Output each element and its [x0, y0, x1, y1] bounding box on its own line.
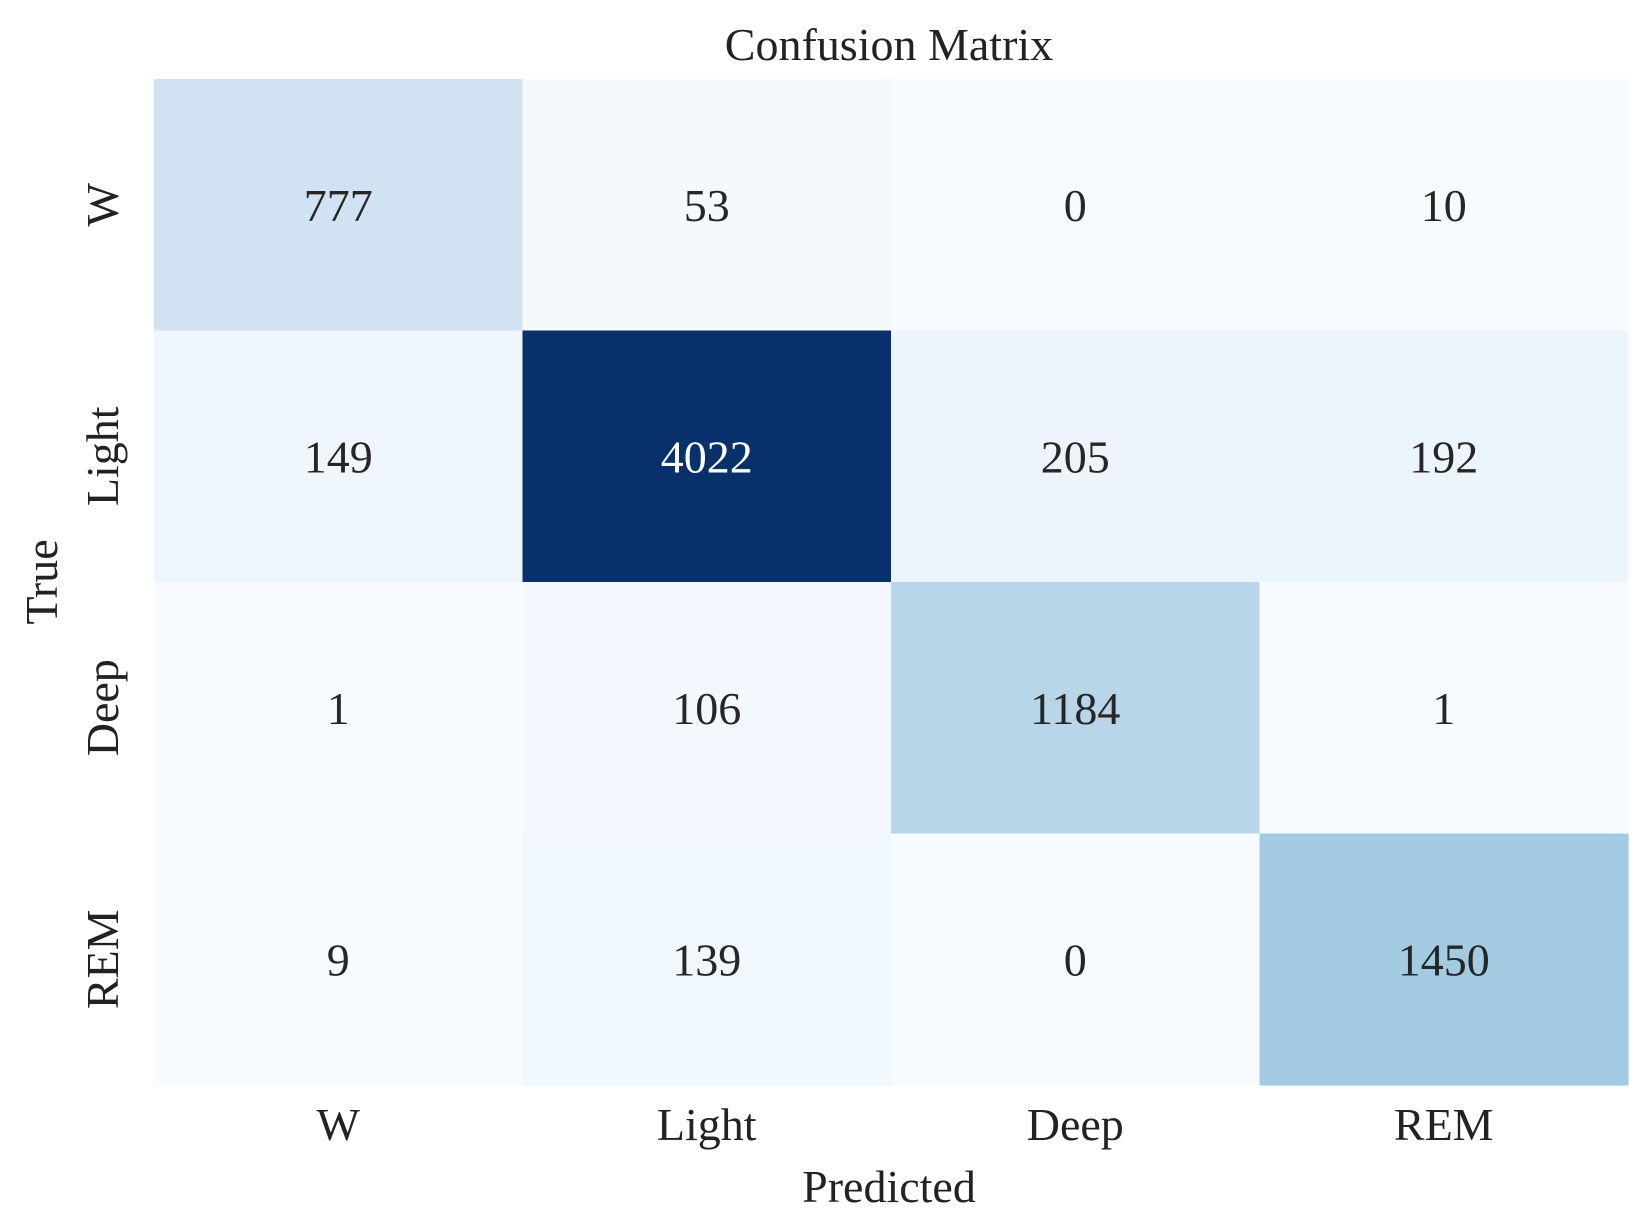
heatmap-cell-light-light — [522, 330, 892, 583]
heatmap-cells — [154, 79, 1629, 1086]
cell-value-label: 1450 — [1398, 934, 1490, 985]
chart-title: Confusion Matrix — [725, 19, 1053, 70]
x-axis-label: Predicted — [802, 1161, 976, 1212]
x-tick-deep: Deep — [1027, 1099, 1124, 1150]
heatmap-cell-w-rem — [1259, 79, 1629, 332]
heatmap-cell-labels: 777 53 0 10 149 4022 205 192 1 106 1184 1 9 139 0 1450 — [304, 180, 1490, 986]
heatmap-cell-rem-light — [522, 833, 892, 1086]
heatmap-cell-w-w — [154, 79, 524, 332]
heatmap-cell-w-light — [522, 79, 892, 332]
heatmap-cell-deep-w — [154, 582, 524, 835]
heatmap-cell-deep-light — [522, 582, 892, 835]
y-tick-labels: W Light Deep REM — [77, 182, 128, 1009]
x-tick-light: Light — [657, 1099, 757, 1150]
cell-value-label: 149 — [304, 431, 373, 482]
cell-value-label: 205 — [1041, 431, 1110, 482]
cell-value-label: 777 — [304, 180, 373, 231]
heatmap-cell-w-deep — [891, 79, 1261, 332]
heatmap-cell-deep-deep — [891, 582, 1261, 835]
heatmap-cell-light-rem — [1259, 330, 1629, 583]
y-axis-label: True — [16, 539, 67, 624]
heatmap-cell-light-w — [154, 330, 524, 583]
heatmap-cell-rem-w — [154, 833, 524, 1086]
cell-value-label: 10 — [1421, 180, 1467, 231]
cell-value-label: 192 — [1409, 431, 1478, 482]
heatmap-cell-deep-rem — [1259, 582, 1629, 835]
y-tick-deep: Deep — [77, 659, 128, 756]
cell-value-label: 1 — [327, 683, 350, 734]
cell-value-label: 1184 — [1030, 683, 1120, 734]
x-tick-rem: REM — [1394, 1099, 1494, 1150]
cell-value-label: 139 — [672, 934, 741, 985]
cell-value-label: 106 — [672, 683, 741, 734]
y-tick-w: W — [77, 182, 128, 226]
cell-value-label: 9 — [327, 934, 350, 985]
heatmap-cell-light-deep — [891, 330, 1261, 583]
cell-value-label: 1 — [1432, 683, 1455, 734]
heatmap-cell-rem-rem — [1259, 833, 1629, 1086]
heatmap-cell-rem-deep — [891, 833, 1261, 1086]
cell-value-label: 4022 — [661, 431, 753, 482]
y-tick-rem: REM — [77, 909, 128, 1009]
cell-value-label: 0 — [1064, 180, 1087, 231]
cell-value-label: 53 — [684, 180, 730, 231]
x-tick-w: W — [317, 1099, 361, 1150]
y-tick-light: Light — [77, 406, 128, 506]
x-tick-labels: W Light Deep REM — [317, 1099, 1494, 1150]
cell-value-label: 0 — [1064, 934, 1087, 985]
